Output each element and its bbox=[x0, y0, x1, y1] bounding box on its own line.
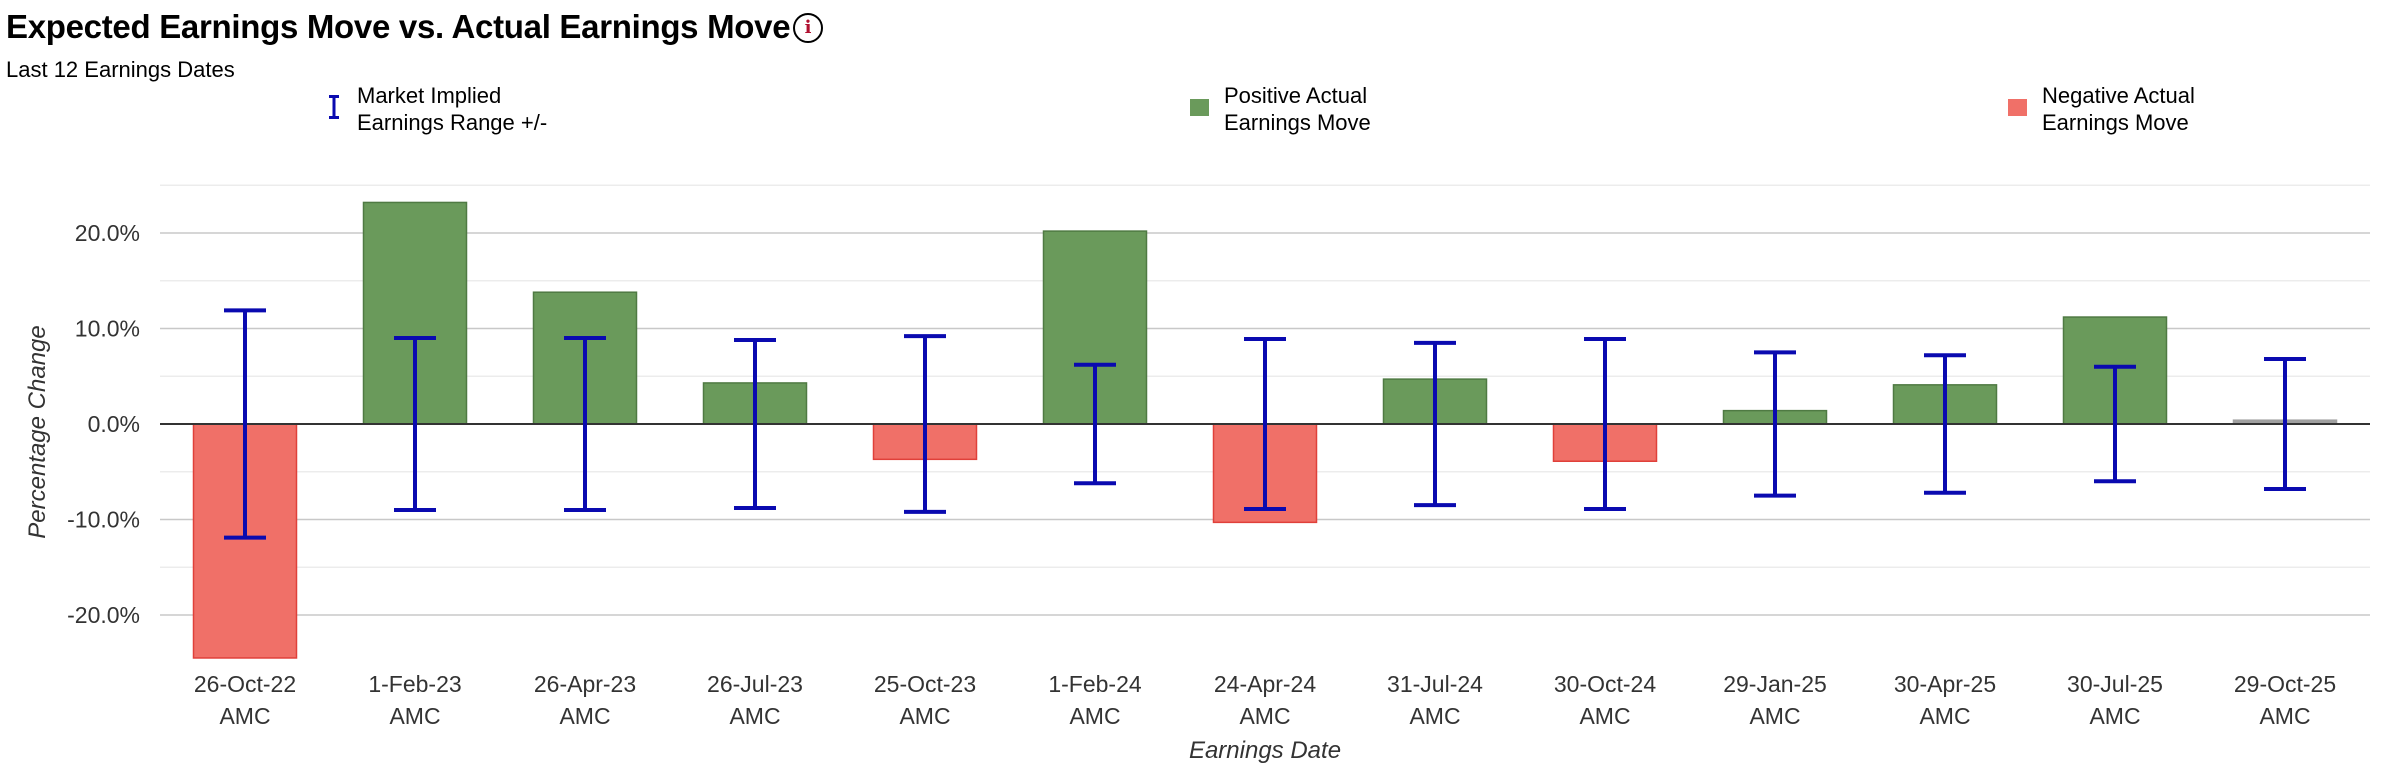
x-tick-sublabel: AMC bbox=[2259, 703, 2310, 729]
implied-range-error-bar bbox=[1584, 337, 1626, 511]
legend-swatch-positive bbox=[1190, 99, 1209, 116]
x-tick-label: 1-Feb-23 bbox=[368, 671, 461, 697]
legend-label-line: Earnings Range +/- bbox=[357, 110, 548, 135]
implied-range-error-bar bbox=[1244, 337, 1286, 511]
implied-range-error-bar bbox=[1074, 362, 1116, 486]
x-tick-sublabel: AMC bbox=[1919, 703, 1970, 729]
implied-range-error-bar bbox=[394, 336, 436, 512]
implied-range-error-bar bbox=[564, 336, 606, 512]
y-tick-label: -10.0% bbox=[67, 507, 140, 533]
implied-range-error-bar bbox=[1754, 350, 1796, 498]
legend-label-line: Market Implied bbox=[357, 83, 502, 108]
x-tick-label: 29-Oct-25 bbox=[2234, 671, 2336, 697]
implied-range-error-bar bbox=[1924, 353, 1966, 495]
x-tick-label: 26-Apr-23 bbox=[534, 671, 636, 697]
x-tick-label: 30-Oct-24 bbox=[1554, 671, 1656, 697]
x-axis-title: Earnings Date bbox=[1189, 737, 1341, 764]
legend-label-positive: Positive Actual Earnings Move bbox=[1224, 82, 1464, 136]
legend-label-line: Negative Actual bbox=[2042, 83, 2195, 108]
legend-label-implied-range: Market Implied Earnings Range +/- bbox=[357, 82, 597, 136]
x-tick-sublabel: AMC bbox=[1239, 703, 1290, 729]
x-tick-sublabel: AMC bbox=[1409, 703, 1460, 729]
implied-range-error-bar bbox=[2094, 364, 2136, 484]
x-tick-label: 30-Apr-25 bbox=[1894, 671, 1996, 697]
y-tick-label: 20.0% bbox=[75, 220, 140, 246]
x-tick-sublabel: AMC bbox=[1749, 703, 1800, 729]
i-beam-icon bbox=[329, 95, 339, 119]
legend-swatch-negative bbox=[2008, 99, 2027, 116]
chart-title: Expected Earnings Move vs. Actual Earnin… bbox=[6, 8, 791, 45]
x-tick-label: 1-Feb-24 bbox=[1048, 671, 1142, 697]
x-tick-sublabel: AMC bbox=[559, 703, 610, 729]
y-axis-title: Percentage Change bbox=[24, 325, 51, 539]
implied-range-error-bar bbox=[2264, 357, 2306, 491]
implied-range-error-bar bbox=[224, 308, 266, 540]
legend-label-line: Earnings Move bbox=[2042, 110, 2189, 135]
x-tick-label: 25-Oct-23 bbox=[874, 671, 976, 697]
implied-range-error-bar bbox=[1414, 340, 1456, 508]
legend-label-negative: Negative Actual Earnings Move bbox=[2042, 82, 2282, 136]
implied-range-error-bar bbox=[734, 337, 776, 511]
y-tick-label: -20.0% bbox=[67, 602, 140, 628]
x-tick-label: 31-Jul-24 bbox=[1387, 671, 1483, 697]
x-tick-label: 26-Jul-23 bbox=[707, 671, 803, 697]
x-tick-sublabel: AMC bbox=[1579, 703, 1630, 729]
x-tick-sublabel: AMC bbox=[219, 703, 270, 729]
implied-range-error-bar bbox=[904, 334, 946, 514]
x-tick-label: 24-Apr-24 bbox=[1214, 671, 1316, 697]
info-icon[interactable]: i bbox=[793, 13, 823, 43]
x-tick-sublabel: AMC bbox=[729, 703, 780, 729]
y-tick-label: 10.0% bbox=[75, 316, 140, 342]
chart-subtitle: Last 12 Earnings Dates bbox=[6, 57, 235, 82]
x-tick-label: 26-Oct-22 bbox=[194, 671, 296, 697]
y-tick-label: 0.0% bbox=[88, 411, 140, 437]
x-tick-sublabel: AMC bbox=[1069, 703, 1120, 729]
legend-label-line: Earnings Move bbox=[1224, 110, 1371, 135]
x-tick-label: 30-Jul-25 bbox=[2067, 671, 2163, 697]
legend-label-line: Positive Actual bbox=[1224, 83, 1368, 108]
x-tick-sublabel: AMC bbox=[899, 703, 950, 729]
x-tick-sublabel: AMC bbox=[389, 703, 440, 729]
x-tick-sublabel: AMC bbox=[2089, 703, 2140, 729]
x-tick-label: 29-Jan-25 bbox=[1723, 671, 1827, 697]
